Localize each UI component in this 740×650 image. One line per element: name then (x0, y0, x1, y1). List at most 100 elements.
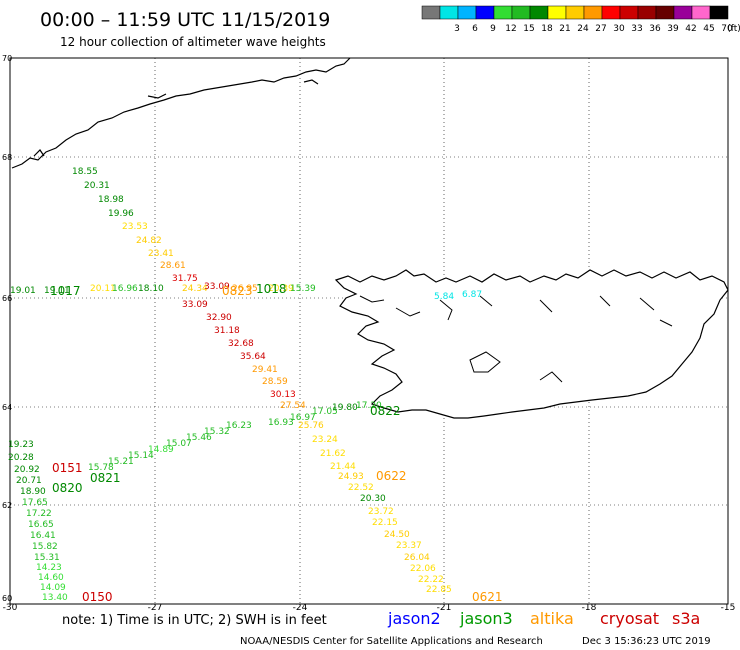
legend-label: 3 (454, 24, 460, 34)
track-b-reading: 16.41 (30, 531, 56, 541)
track-b-reading: 16.65 (28, 520, 54, 530)
map-title: 00:00 – 11:59 UTC 11/15/2019 (40, 9, 330, 31)
track-d-reading: 20.11 (90, 284, 116, 294)
track-a-reading: 31.18 (214, 326, 240, 336)
track-a-reading: 22.52 (348, 483, 374, 493)
track-a-reading: 23.37 (396, 541, 422, 551)
pass-time-label: 0150 (82, 590, 113, 604)
track-b-reading: 19.23 (8, 440, 34, 450)
track-a-reading: 21.44 (330, 462, 356, 472)
satellite-name: cryosat (600, 609, 659, 628)
legend-swatch (493, 5, 513, 20)
track-b-reading: 15.82 (32, 542, 58, 552)
legend-label: 21 (559, 24, 570, 34)
legend-swatch (529, 5, 549, 20)
legend-label: 45 (703, 24, 714, 34)
credit-line: NOAA/NESDIS Center for Satellite Applica… (240, 636, 543, 647)
track-a-reading: 28.59 (262, 377, 288, 387)
track-a-reading: 20.30 (360, 494, 386, 504)
track-e-reading: 6.87 (462, 290, 482, 300)
satellite-name: altika (530, 609, 574, 628)
track-a-reading: 35.64 (240, 352, 266, 362)
track-c-reading: 15.46 (186, 433, 212, 443)
satellite-name: jason2 (387, 609, 441, 628)
track-c-reading: 17.05 (312, 407, 338, 417)
legend-swatch (421, 5, 441, 20)
legend-label: 42 (685, 24, 696, 34)
longitude-label: -18 (582, 603, 597, 613)
track-d-reading: 26.95 (232, 284, 258, 294)
track-a-reading: 19.96 (108, 209, 134, 219)
legend-swatch (547, 5, 567, 20)
latitude-label: 62 (2, 501, 12, 510)
footnote: note: 1) Time is in UTC; 2) SWH is in fe… (62, 613, 327, 628)
track-c-reading: 16.23 (226, 421, 252, 431)
track-b-reading: 18.90 (20, 487, 46, 497)
track-b-reading: 20.92 (14, 465, 40, 475)
legend-swatch (457, 5, 477, 20)
track-a-reading: 23.53 (122, 222, 148, 232)
latitude-label: 66 (2, 294, 12, 303)
track-a-reading: 21.62 (320, 449, 346, 459)
legend-swatch (619, 5, 639, 20)
legend-swatch (565, 5, 585, 20)
legend-label: 30 (613, 24, 625, 34)
track-a-reading: 32.68 (228, 339, 254, 349)
track-c-reading: 15.78 (88, 463, 114, 473)
track-a-reading: 23.24 (312, 435, 338, 445)
track-c-reading: 15.07 (166, 439, 192, 449)
track-a-reading: 22.22 (418, 575, 444, 585)
pass-time-label: 0822 (370, 404, 401, 418)
legend-label: 27 (595, 24, 606, 34)
wave-height-readings: 18.55 20.31 18.98 19.96 23.53 24.82 23.41 28.61… (8, 167, 503, 604)
legend-label: 24 (577, 24, 589, 34)
track-c-reading: 15.14 (128, 451, 154, 461)
latitude-label: 68 (2, 153, 12, 162)
track-a-reading: 29.41 (252, 365, 278, 375)
track-d-reading: 33.09 (204, 282, 230, 292)
track-b-reading: 14.60 (38, 573, 64, 583)
pass-time-label: 0621 (472, 590, 503, 604)
track-d-reading: 19.11 (44, 286, 70, 296)
longitude-label: -27 (148, 603, 163, 613)
legend-swatch (691, 5, 711, 20)
track-a-reading: 25.76 (298, 421, 324, 431)
track-d-reading: 19.01 (10, 286, 36, 296)
longitude-label: -15 (721, 603, 736, 613)
greenland-coastline (11, 57, 351, 169)
track-a-reading: 32.90 (206, 313, 232, 323)
track-d-reading: 24.34 (182, 284, 208, 294)
track-b-reading: 13.40 (42, 593, 68, 603)
track-a-reading: 18.55 (72, 167, 98, 177)
track-c-reading: 17.20 (356, 401, 382, 411)
track-d-reading: 18.10 (138, 284, 164, 294)
legend-label: 33 (631, 24, 642, 34)
legend-label: 18 (541, 24, 553, 34)
latitude-label: 70 (2, 54, 12, 63)
track-b-reading: 17.65 (22, 498, 48, 508)
track-e-reading: 5.84 (434, 292, 454, 302)
track-a-reading: 30.13 (270, 390, 296, 400)
legend-label: 70 (721, 24, 733, 34)
track-a-reading: 24.93 (338, 472, 364, 482)
track-b-reading: 20.28 (8, 453, 34, 463)
track-b-reading: 14.23 (36, 563, 62, 573)
legend-swatch (709, 5, 729, 20)
legend-swatch (583, 5, 603, 20)
satellite-key: jason2 jason3 altika cryosat s3a (387, 609, 700, 628)
legend-unit: (ft) (727, 24, 740, 34)
legend-swatch (439, 5, 459, 20)
generated-timestamp: Dec 3 15:36:23 UTC 2019 (582, 636, 711, 647)
track-b-reading: 20.71 (16, 476, 42, 486)
legend-label: 15 (523, 24, 534, 34)
pass-time-label: 0821 (90, 471, 121, 485)
track-c-reading: 15.32 (204, 427, 230, 437)
track-c-reading: 19.80 (332, 403, 358, 413)
track-a-reading: 24.82 (136, 236, 162, 246)
pass-time-label: 0820 (52, 481, 83, 495)
track-a-reading: 27.54 (280, 401, 306, 411)
pass-time-label: 0823 (222, 284, 253, 298)
legend-label: 39 (667, 24, 679, 34)
legend-label: 6 (472, 24, 478, 34)
track-a-reading: 18.98 (98, 195, 124, 205)
